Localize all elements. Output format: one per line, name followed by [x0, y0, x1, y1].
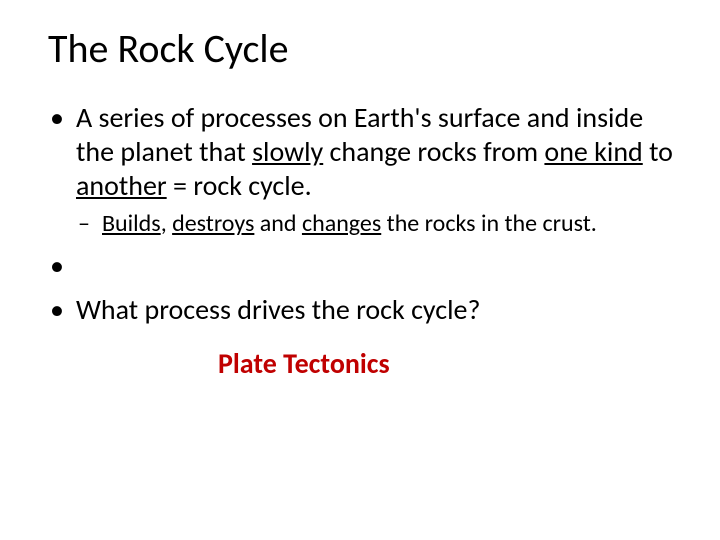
sub1-mid: and [254, 209, 302, 238]
sub-bullet-item-1: Builds, destroys and changes the rocks i… [76, 209, 680, 239]
sub1-u1: Builds [102, 209, 161, 238]
bullet-item-1: A series of processes on Earth's surface… [48, 101, 680, 239]
slide-title: The Rock Cycle [48, 24, 680, 73]
sub1-u2: destroys [172, 209, 254, 238]
slide: The Rock Cycle A series of processes on … [0, 0, 720, 540]
sub-bullet-list: Builds, destroys and changes the rocks i… [76, 209, 680, 239]
bullet1-mid1: change rocks from [323, 134, 544, 169]
bullet-list: A series of processes on Earth's surface… [48, 101, 680, 328]
bullet-item-2: What process drives the rock cycle? [48, 293, 680, 327]
bullet1-u1: slowly [252, 134, 323, 169]
answer-text: Plate Tectonics [48, 346, 680, 381]
bullet1-post: = rock cycle. [167, 168, 312, 203]
bullet2-text: What process drives the rock cycle? [76, 292, 480, 327]
sub1-sep1: , [161, 209, 172, 238]
spacer [48, 249, 680, 293]
bullet1-u3: another [76, 168, 167, 203]
sub1-post: the rocks in the crust. [381, 209, 597, 238]
sub1-u3: changes [302, 209, 381, 238]
bullet1-u2: one kind [544, 134, 642, 169]
bullet1-mid2: to [643, 134, 673, 169]
